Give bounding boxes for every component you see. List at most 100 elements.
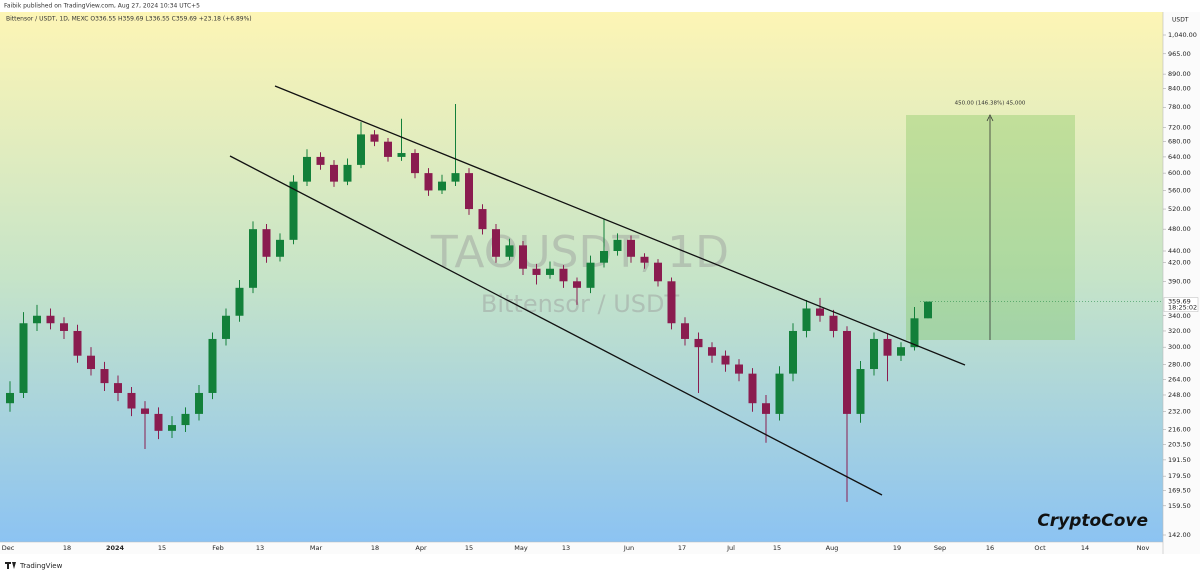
candle-body — [735, 364, 743, 374]
candle-body — [559, 268, 568, 282]
candle-body — [451, 173, 460, 182]
x-tick-label: Aug — [826, 544, 839, 552]
candle-body — [897, 347, 905, 356]
y-tick-label: 320.00 — [1168, 327, 1191, 335]
candle-body — [802, 308, 811, 331]
candle-body — [438, 181, 446, 191]
candle-body — [600, 251, 608, 263]
y-tick-label: 600.00 — [1168, 169, 1191, 177]
candle-body — [73, 330, 82, 356]
candle-body — [789, 330, 797, 374]
candle-body — [721, 355, 730, 365]
candle-body — [870, 338, 878, 370]
candle-body — [640, 256, 649, 263]
watermark-name: Bittensor / USDT — [481, 290, 680, 318]
candle-body — [411, 153, 419, 174]
candle-body — [303, 156, 311, 182]
x-tick-label: 13 — [562, 544, 570, 552]
candle-body — [519, 245, 527, 269]
price-axis-panel — [1163, 12, 1200, 554]
x-tick-label: 14 — [1081, 544, 1089, 552]
candle-body — [505, 245, 514, 257]
last-price-tag — [1163, 297, 1199, 312]
y-tick-label: 300.00 — [1168, 343, 1191, 351]
candle-body — [33, 315, 41, 324]
footer — [0, 555, 1200, 573]
x-tick-label: 15 — [773, 544, 781, 552]
x-tick-label: 16 — [986, 544, 994, 552]
candle-body — [748, 373, 757, 404]
candle-body — [829, 315, 838, 331]
y-tick-label: 440.00 — [1168, 247, 1191, 255]
channel-lower — [229, 155, 883, 496]
logo: CryptoCove — [1037, 511, 1148, 531]
x-tick-label: 19 — [893, 544, 901, 552]
y-tick-label: 480.00 — [1168, 225, 1191, 233]
x-tick-label: Feb — [212, 544, 224, 552]
candle-body — [613, 239, 622, 252]
candle-body — [19, 323, 28, 393]
candle-body — [141, 408, 149, 414]
candle-body — [667, 281, 676, 324]
candle-body — [127, 392, 136, 409]
candle-body — [465, 173, 473, 210]
x-tick-label: Dec — [2, 544, 15, 552]
y-tick-label: 179.50 — [1168, 472, 1191, 480]
measure-box — [906, 115, 1075, 340]
candle-body — [330, 164, 338, 182]
y-tick-label: 216.00 — [1168, 426, 1191, 434]
x-tick-label: Sep — [934, 544, 946, 552]
candle-body — [532, 268, 541, 275]
candle-body — [87, 355, 95, 370]
candle-body — [262, 229, 271, 257]
candle-body — [856, 369, 865, 414]
y-tick-label: 640.00 — [1168, 153, 1191, 161]
candle-body — [46, 315, 55, 324]
y-tick-label: 142.00 — [1168, 531, 1191, 539]
footer-icon — [5, 562, 16, 569]
countdown: 18:25:02 — [1168, 304, 1197, 312]
y-tick-label: 420.00 — [1168, 259, 1191, 267]
candle-body — [492, 229, 500, 257]
measure-arrowhead — [986, 114, 994, 122]
y-tick-label: 890.00 — [1168, 70, 1191, 78]
y-tick-label: 232.00 — [1168, 408, 1191, 416]
candle-body — [627, 239, 635, 257]
candle-body — [370, 134, 379, 142]
x-tick-label: 18 — [371, 544, 379, 552]
x-tick-label: 17 — [678, 544, 686, 552]
candle-body — [546, 268, 554, 275]
y-tick-label: 169.50 — [1168, 487, 1191, 495]
candle-body — [478, 209, 487, 230]
candle-body — [424, 173, 433, 191]
candle-body — [775, 373, 784, 414]
candle-body — [708, 347, 716, 356]
y-tick-label: 520.00 — [1168, 205, 1191, 213]
x-tick-label: Apr — [415, 544, 427, 552]
y-tick-label: 560.00 — [1168, 186, 1191, 194]
y-tick-label: 390.00 — [1168, 277, 1191, 285]
candles — [6, 104, 932, 502]
channel-upper — [274, 85, 966, 366]
candle-body — [316, 156, 325, 165]
footer-brand: TradingView — [19, 562, 63, 570]
x-tick-label: 2024 — [106, 544, 125, 552]
candle-body — [924, 301, 932, 319]
chart-background — [0, 12, 1163, 542]
y-tick-label: 965.00 — [1168, 50, 1191, 58]
y-tick-label: 840.00 — [1168, 85, 1191, 93]
symbol-legend: Bittensor / USDT, 1D, MEXC O336.55 H359.… — [6, 16, 252, 23]
x-tick-label: Jul — [726, 544, 735, 552]
candle-body — [654, 262, 662, 282]
measure-label: 450.00 (146.38%) 45,000 — [955, 101, 1026, 107]
candle-body — [235, 287, 244, 316]
candle-body — [6, 392, 14, 404]
y-tick-label: 280.00 — [1168, 361, 1191, 369]
y-tick-label: 264.00 — [1168, 375, 1191, 383]
y-tick-label: 248.00 — [1168, 391, 1191, 399]
price-unit: USDT — [1172, 17, 1189, 24]
candle-body — [883, 338, 892, 356]
x-tick-label: 15 — [465, 544, 473, 552]
